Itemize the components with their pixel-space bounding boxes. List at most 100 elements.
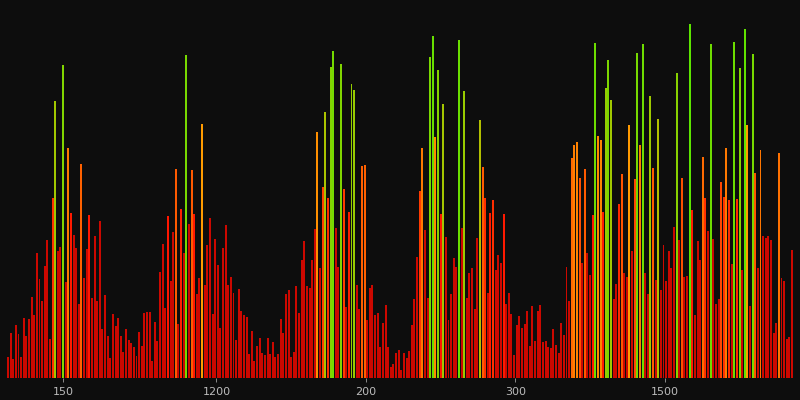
Bar — [214, 239, 216, 378]
Bar — [196, 294, 198, 378]
Bar — [146, 312, 148, 378]
Bar — [781, 278, 782, 378]
Bar — [691, 210, 694, 378]
Bar — [676, 74, 678, 378]
Bar — [461, 228, 462, 378]
Bar — [342, 189, 345, 378]
Bar — [492, 200, 494, 378]
Bar — [167, 216, 169, 378]
Bar — [125, 329, 127, 378]
Bar — [204, 285, 206, 378]
Bar — [348, 212, 350, 378]
Bar — [689, 24, 690, 378]
Bar — [534, 342, 536, 378]
Bar — [712, 239, 714, 378]
Bar — [330, 67, 331, 378]
Bar — [7, 356, 9, 378]
Bar — [106, 336, 109, 378]
Bar — [510, 314, 513, 378]
Bar — [498, 254, 499, 378]
Bar — [235, 340, 237, 378]
Bar — [395, 353, 397, 378]
Bar — [290, 357, 292, 378]
Bar — [500, 263, 502, 378]
Bar — [243, 315, 245, 378]
Bar — [602, 212, 604, 378]
Bar — [22, 318, 25, 378]
Bar — [251, 330, 253, 378]
Bar — [686, 276, 688, 378]
Bar — [59, 247, 62, 378]
Bar — [521, 328, 523, 378]
Bar — [710, 44, 712, 378]
Bar — [180, 209, 182, 378]
Bar — [319, 268, 321, 378]
Bar — [469, 273, 470, 378]
Bar — [639, 144, 641, 378]
Bar — [295, 286, 298, 378]
Bar — [398, 350, 400, 378]
Bar — [728, 200, 730, 378]
Bar — [233, 293, 234, 378]
Bar — [186, 55, 187, 378]
Bar — [353, 90, 355, 378]
Bar — [662, 245, 665, 378]
Bar — [188, 224, 190, 378]
Bar — [83, 278, 85, 378]
Bar — [120, 336, 122, 378]
Bar — [41, 301, 43, 378]
Bar — [301, 260, 302, 378]
Bar — [767, 236, 770, 378]
Bar — [75, 248, 77, 378]
Bar — [715, 304, 717, 378]
Bar — [592, 215, 594, 378]
Bar — [746, 126, 748, 378]
Bar — [650, 96, 651, 378]
Bar — [702, 157, 704, 378]
Bar — [697, 240, 698, 378]
Bar — [539, 305, 542, 378]
Bar — [529, 346, 530, 378]
Bar — [277, 354, 279, 378]
Bar — [749, 306, 751, 378]
Bar — [621, 174, 622, 378]
Bar — [70, 213, 72, 378]
Bar — [597, 136, 599, 378]
Bar — [432, 36, 434, 378]
Bar — [393, 364, 394, 378]
Bar — [471, 268, 473, 378]
Bar — [681, 178, 683, 378]
Bar — [282, 333, 284, 378]
Bar — [211, 314, 214, 378]
Bar — [506, 304, 507, 378]
Bar — [164, 308, 166, 378]
Bar — [138, 332, 140, 378]
Bar — [338, 267, 339, 378]
Bar — [547, 347, 549, 378]
Bar — [636, 54, 638, 378]
Bar — [550, 348, 552, 378]
Bar — [246, 317, 248, 378]
Bar — [426, 298, 429, 378]
Bar — [285, 294, 287, 378]
Bar — [15, 325, 17, 378]
Bar — [52, 198, 54, 378]
Bar — [314, 229, 316, 378]
Bar — [154, 322, 156, 378]
Bar — [364, 165, 366, 378]
Bar — [629, 125, 630, 378]
Bar — [552, 330, 554, 378]
Bar — [382, 323, 384, 378]
Bar — [615, 284, 618, 378]
Bar — [38, 279, 41, 378]
Bar — [586, 253, 589, 378]
Bar — [741, 270, 743, 378]
Bar — [770, 240, 772, 378]
Bar — [219, 328, 222, 378]
Bar — [582, 263, 583, 378]
Bar — [644, 272, 646, 378]
Bar — [81, 164, 82, 378]
Bar — [128, 340, 130, 378]
Bar — [270, 354, 271, 378]
Bar — [62, 65, 64, 378]
